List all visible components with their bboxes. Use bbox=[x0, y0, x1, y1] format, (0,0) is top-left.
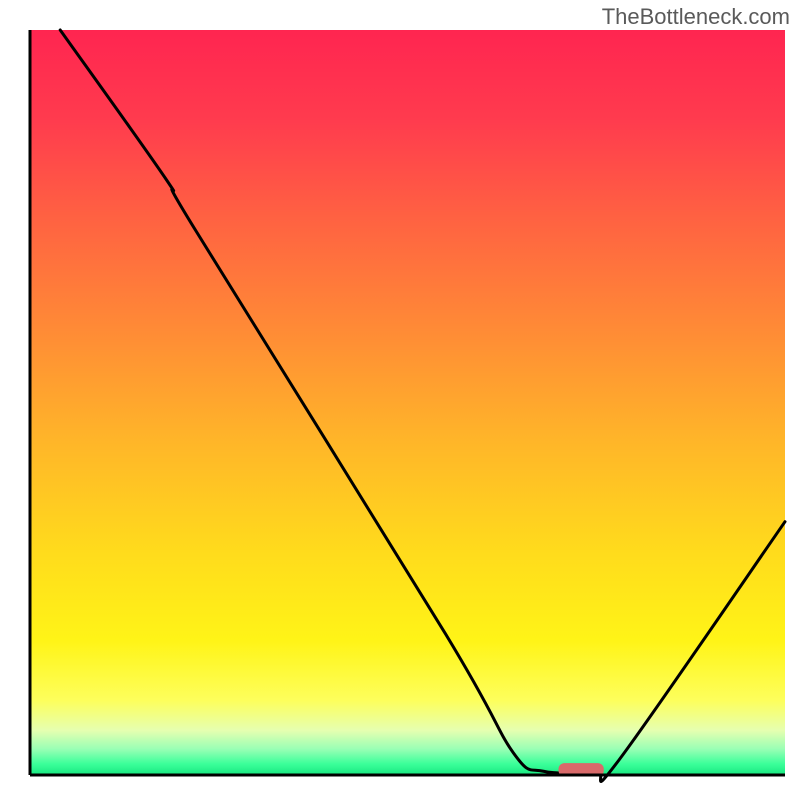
chart-container: TheBottleneck.com bbox=[0, 0, 800, 800]
watermark-text: TheBottleneck.com bbox=[602, 4, 790, 30]
chart-background bbox=[30, 30, 785, 775]
bottleneck-chart bbox=[0, 0, 800, 800]
